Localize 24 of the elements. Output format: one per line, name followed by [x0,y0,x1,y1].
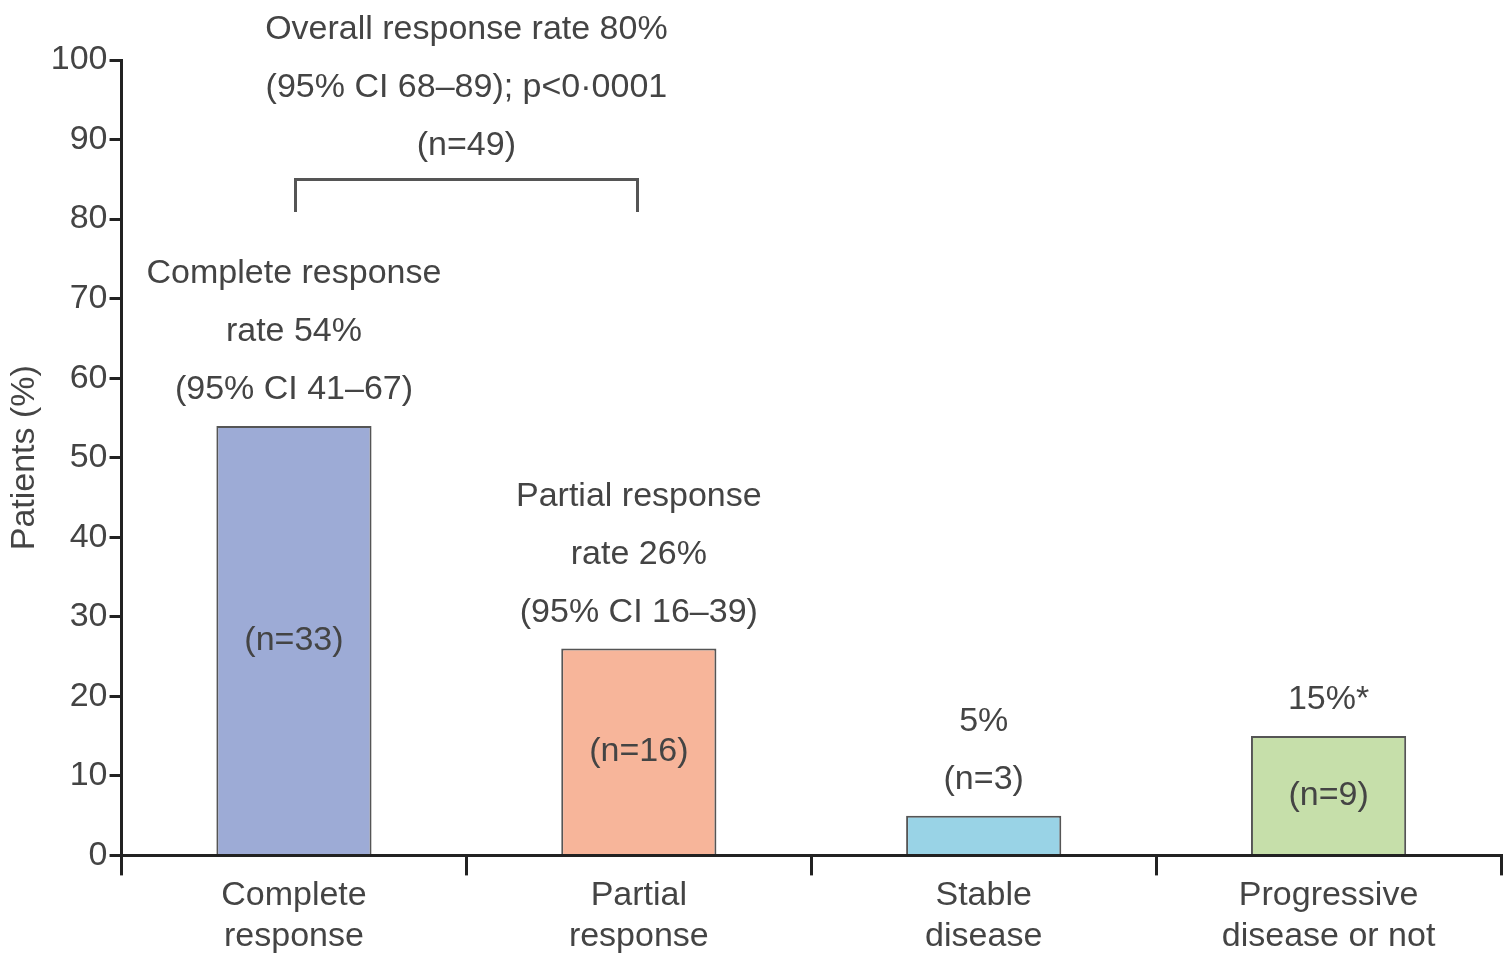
data-label: Partial response rate 26% (95% CI 16–39) [515,474,762,629]
y-tick-label: 30 [69,595,108,634]
data-label: 5% (n=3) [943,700,1024,797]
y-tick-label: 60 [69,356,108,395]
data-label: 15%* [1287,678,1370,717]
annotation: Overall response rate 80% (95% CI 68–89); p<0·0001 (n=49) [265,8,668,163]
data-label: Complete response rate 54% (95% CI 41–67) [146,252,442,407]
y-tick-label: 0 [88,833,108,872]
y-tick-label: 40 [69,515,108,554]
annotation: (n=16) [589,730,689,769]
y-tick-label: 10 [69,754,108,793]
y-tick-label: 50 [69,436,108,475]
y-tick-label: 70 [69,276,108,315]
y-tick-label: 20 [69,674,108,713]
y-tick-label: 100 [50,38,108,77]
x-tick-label: Partial response [568,874,709,953]
y-tick-label: 80 [69,197,108,236]
annotation: (n=9) [1288,774,1369,813]
x-tick-label: Stable disease [925,874,1043,953]
annotation: (n=33) [244,619,344,658]
x-tick-label: Complete response [221,874,367,953]
y-tick-label: 90 [69,117,108,156]
y-axis-title: Patients (%) [2,365,41,551]
x-tick-label: Progressive disease or not [1221,874,1436,953]
